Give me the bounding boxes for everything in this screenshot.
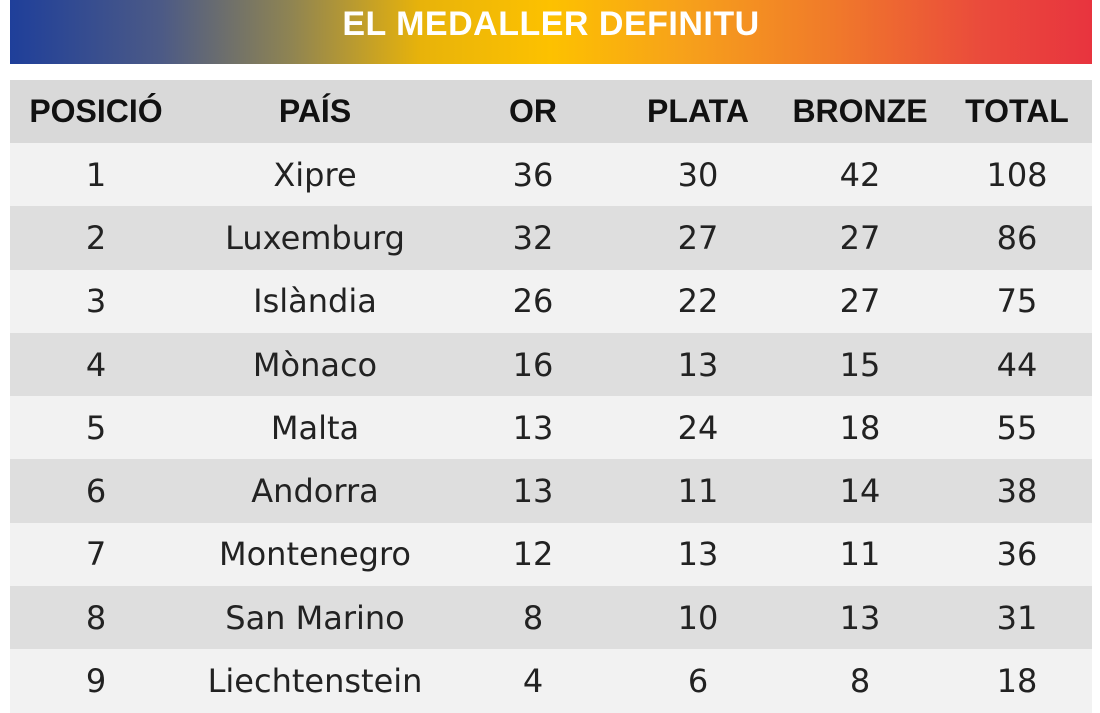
cell-country: Islàndia — [253, 282, 377, 321]
cell-country: Andorra — [251, 472, 379, 511]
header-country: PAÍS — [278, 93, 352, 129]
cell-country: Luxemburg — [225, 218, 405, 257]
cell-silver: 24 — [677, 408, 719, 447]
cell-position: 1 — [85, 155, 107, 194]
cell-total: 36 — [996, 535, 1038, 574]
cell-country: Xipre — [273, 155, 357, 194]
cell-position: 5 — [85, 408, 107, 447]
cell-bronze: 27 — [839, 218, 881, 257]
cell-position: 4 — [85, 345, 107, 384]
cell-gold: 13 — [512, 472, 554, 511]
table-row: 7 Montenegro 12 13 11 36 — [10, 522, 1092, 587]
cell-total: 44 — [996, 345, 1038, 384]
cell-bronze: 11 — [839, 535, 881, 574]
cell-silver: 6 — [687, 662, 709, 701]
cell-total: 31 — [996, 598, 1038, 637]
table-row: 4 Mònaco 16 13 15 44 — [10, 332, 1092, 397]
cell-silver: 27 — [677, 218, 719, 257]
table-row: 1 Xipre 36 30 42 108 — [10, 143, 1092, 207]
cell-total: 86 — [996, 218, 1038, 257]
header-total: TOTAL — [965, 93, 1069, 129]
cell-gold: 32 — [512, 218, 554, 257]
cell-country: Mònaco — [252, 345, 378, 384]
header-bronze: BRONZE — [792, 93, 928, 129]
cell-total: 18 — [996, 662, 1038, 701]
cell-silver: 13 — [677, 535, 719, 574]
table-row: 6 Andorra 13 11 14 38 — [10, 459, 1092, 523]
cell-bronze: 27 — [839, 282, 881, 321]
cell-total: 75 — [996, 282, 1038, 321]
table-row: 5 Malta 13 24 18 55 — [10, 396, 1092, 460]
cell-bronze: 14 — [839, 472, 881, 511]
cell-silver: 13 — [677, 345, 719, 384]
cell-silver: 30 — [677, 155, 719, 194]
cell-bronze: 15 — [839, 345, 881, 384]
cell-silver: 22 — [677, 282, 719, 321]
cell-total: 108 — [986, 155, 1048, 194]
cell-bronze: 18 — [839, 408, 881, 447]
cell-bronze: 8 — [849, 662, 871, 701]
cell-country: Liechtenstein — [207, 662, 423, 701]
banner-title: EL MEDALLER DEFINITU — [342, 4, 760, 43]
table-row: 2 Luxemburg 32 27 27 86 — [10, 206, 1092, 270]
cell-position: 8 — [85, 598, 107, 637]
header-gold: OR — [509, 93, 557, 129]
cell-position: 3 — [85, 282, 107, 321]
cell-gold: 16 — [512, 345, 554, 384]
table-row: 3 Islàndia 26 22 27 75 — [10, 269, 1092, 333]
cell-gold: 4 — [522, 662, 544, 701]
table-header-row: POSICIÓ PAÍS OR PLATA BRONZE TOTAL — [10, 80, 1092, 143]
cell-silver: 10 — [677, 598, 719, 637]
cell-gold: 36 — [512, 155, 554, 194]
cell-total: 38 — [996, 472, 1038, 511]
cell-bronze: 13 — [839, 598, 881, 637]
medal-table: POSICIÓ PAÍS OR PLATA BRONZE TOTAL 1 Xip… — [10, 80, 1092, 713]
cell-gold: 26 — [512, 282, 554, 321]
cell-gold: 13 — [512, 408, 554, 447]
cell-country: Malta — [270, 408, 360, 447]
cell-country: Montenegro — [218, 535, 411, 574]
cell-silver: 11 — [677, 472, 719, 511]
cell-position: 2 — [85, 218, 107, 257]
cell-position: 7 — [85, 535, 107, 574]
table-row: 8 San Marino 8 10 13 31 — [10, 586, 1092, 650]
header-silver: PLATA — [647, 93, 749, 129]
cell-position: 6 — [85, 472, 107, 511]
cell-total: 55 — [996, 408, 1038, 447]
header-position: POSICIÓ — [29, 93, 163, 129]
cell-position: 9 — [85, 662, 107, 701]
title-banner: EL MEDALLER DEFINITU — [10, 0, 1092, 64]
cell-gold: 8 — [522, 598, 544, 637]
cell-bronze: 42 — [839, 155, 881, 194]
table-row: 9 Liechtenstein 4 6 8 18 — [10, 649, 1092, 713]
cell-gold: 12 — [512, 535, 554, 574]
cell-country: San Marino — [225, 598, 405, 637]
